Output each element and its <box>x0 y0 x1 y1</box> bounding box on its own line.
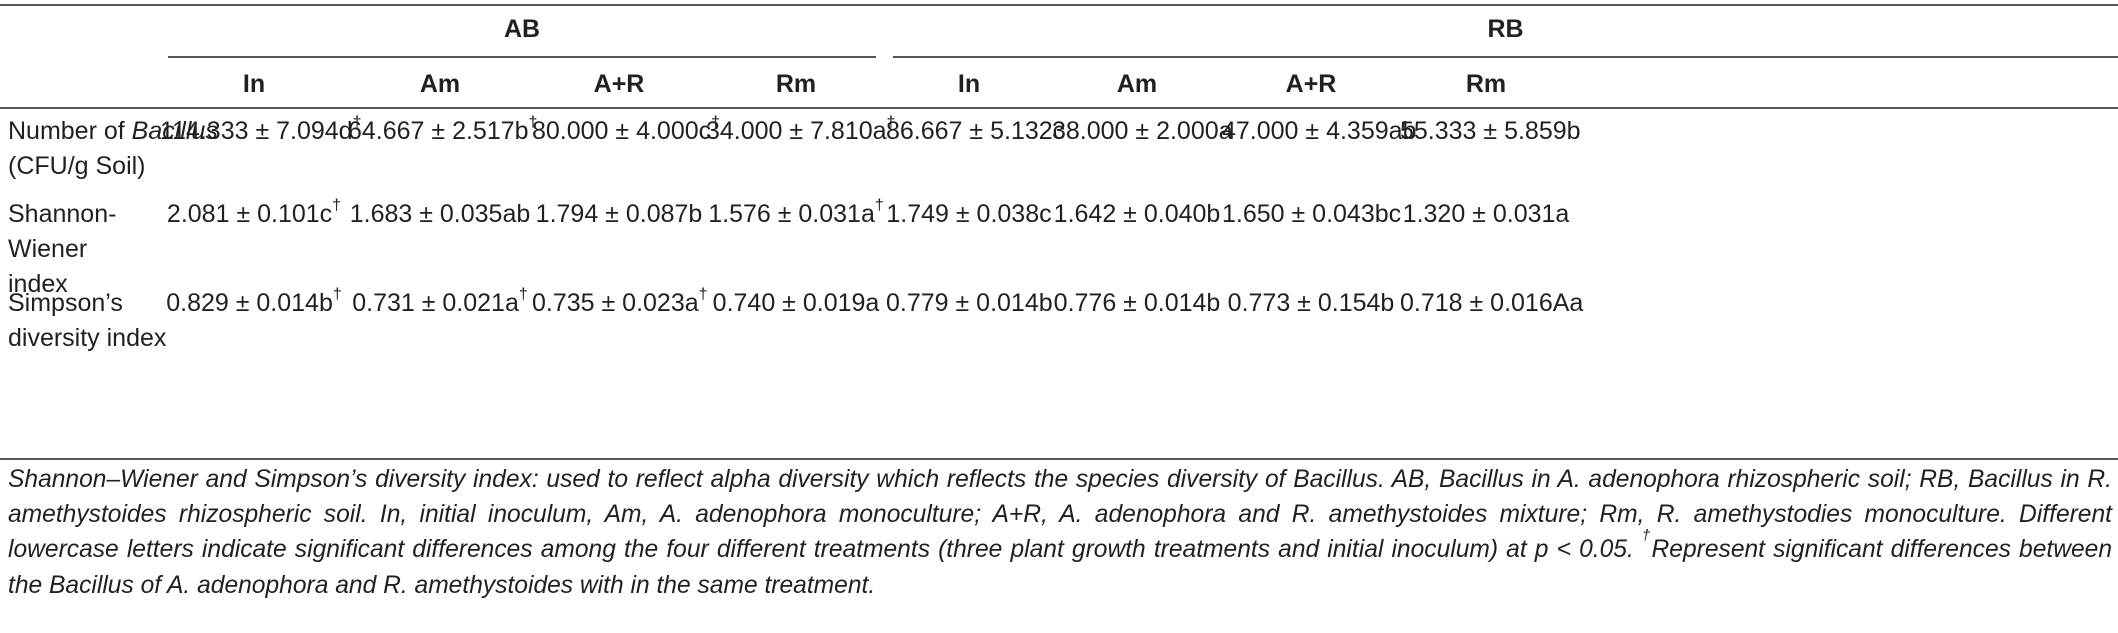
table-cell: 34.000 ± 7.810a† <box>706 113 896 145</box>
table-cell: 0.776 ± 0.014b <box>1053 289 1221 317</box>
group-rule-rb <box>893 56 2118 58</box>
col-header-rb-am: Am <box>1116 70 1158 98</box>
col-header-ab-rm: Rm <box>775 70 817 98</box>
table-cell: 0.740 ± 0.019a <box>712 289 880 317</box>
group-rule-ab <box>168 56 876 58</box>
table-cell: 38.000 ± 2.000a <box>1052 117 1233 145</box>
group-header-rb: RB <box>1487 15 1524 43</box>
col-header-rb-in: In <box>957 70 981 98</box>
table-cell: 1.650 ± 0.043bc <box>1222 200 1402 228</box>
row-label-simpson: Simpson’s diversity index <box>8 289 167 352</box>
table-cell: 80.000 ± 4.000c† <box>532 113 721 145</box>
row-label-shannon: Shannon-Wiener index <box>8 200 117 298</box>
table-cell: 0.735 ± 0.023a† <box>532 285 708 317</box>
table-cell: 0.773 ± 0.154b <box>1227 289 1395 317</box>
table-cell: 2.081 ± 0.101c† <box>166 196 342 228</box>
table-cell: 1.320 ± 0.031a <box>1402 200 1570 228</box>
table-cell: 1.576 ± 0.031a† <box>708 196 884 228</box>
table-cell: 1.749 ± 0.038c <box>886 200 1052 228</box>
table-cell: 1.683 ± 0.035ab <box>349 200 531 228</box>
bottom-rule <box>0 458 2118 460</box>
table-cell: 0.779 ± 0.014b <box>886 289 1053 317</box>
table-cell: 0.829 ± 0.014b† <box>166 285 342 317</box>
col-header-ab-am: Am <box>419 70 461 98</box>
group-header-ab: AB <box>503 15 541 43</box>
table-cell: 114.333 ± 7.094d† <box>160 113 362 145</box>
top-rule <box>0 4 2118 6</box>
table-cell: 55.333 ± 5.859b <box>1400 117 1581 145</box>
col-header-ab-in: In <box>242 70 266 98</box>
table-cell: 86.667 ± 5.132c <box>886 117 1066 145</box>
col-header-rb-ar: A+R <box>1285 70 1337 98</box>
row-label-bacillus-count: Number of Bacillus (CFU/g Soil) <box>8 117 218 180</box>
table-cell: 64.667 ± 2.517b† <box>348 113 538 145</box>
col-header-rb-rm: Rm <box>1465 70 1507 98</box>
table-cell: 1.794 ± 0.087b <box>535 200 703 228</box>
col-header-ab-ar: A+R <box>593 70 645 98</box>
table-cell: 0.718 ± 0.016Aa <box>1400 289 1584 317</box>
table-cell: 1.642 ± 0.040b <box>1053 200 1221 228</box>
table-cell: 0.731 ± 0.021a† <box>352 285 528 317</box>
table-cell: 47.000 ± 4.359ab <box>1222 117 1417 145</box>
table-footnote: Shannon–Wiener and Simpson’s diversity i… <box>8 466 2113 599</box>
header-rule <box>0 107 2118 109</box>
